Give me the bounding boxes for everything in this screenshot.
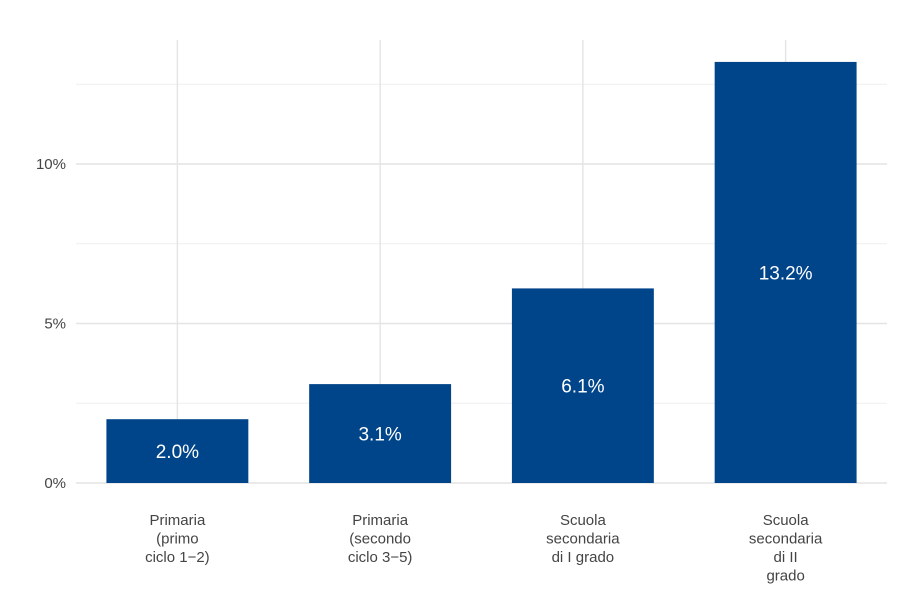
x-tick-label: Scuola secondaria di I grado — [546, 512, 620, 566]
x-tick-label: Scuola secondaria di II grado — [749, 512, 823, 585]
x-axis: Primaria (primo ciclo 1−2) Primaria (secondo… — [145, 512, 823, 585]
y-tick-label: 5% — [44, 316, 66, 333]
bar — [714, 61, 857, 484]
bar — [309, 384, 452, 483]
bar-value-label: 6.1% — [561, 377, 604, 398]
x-tick-label: Primaria (primo ciclo 1−2) — [145, 512, 210, 566]
bar-value-label: 2.0% — [156, 442, 199, 463]
bar — [106, 419, 249, 483]
bars — [106, 61, 857, 484]
y-axis: 0% 5% 10% — [36, 156, 66, 492]
y-tick-label: 0% — [44, 475, 66, 492]
x-tick-label: Primaria (secondo ciclo 3−5) — [348, 512, 413, 566]
bar-value-label: 3.1% — [358, 425, 401, 446]
bar — [511, 288, 654, 483]
y-tick-label: 10% — [36, 156, 66, 173]
bar-value-labels: 2.0% 3.1% 6.1% 13.2% — [156, 263, 813, 463]
bar-value-label: 13.2% — [759, 263, 813, 284]
